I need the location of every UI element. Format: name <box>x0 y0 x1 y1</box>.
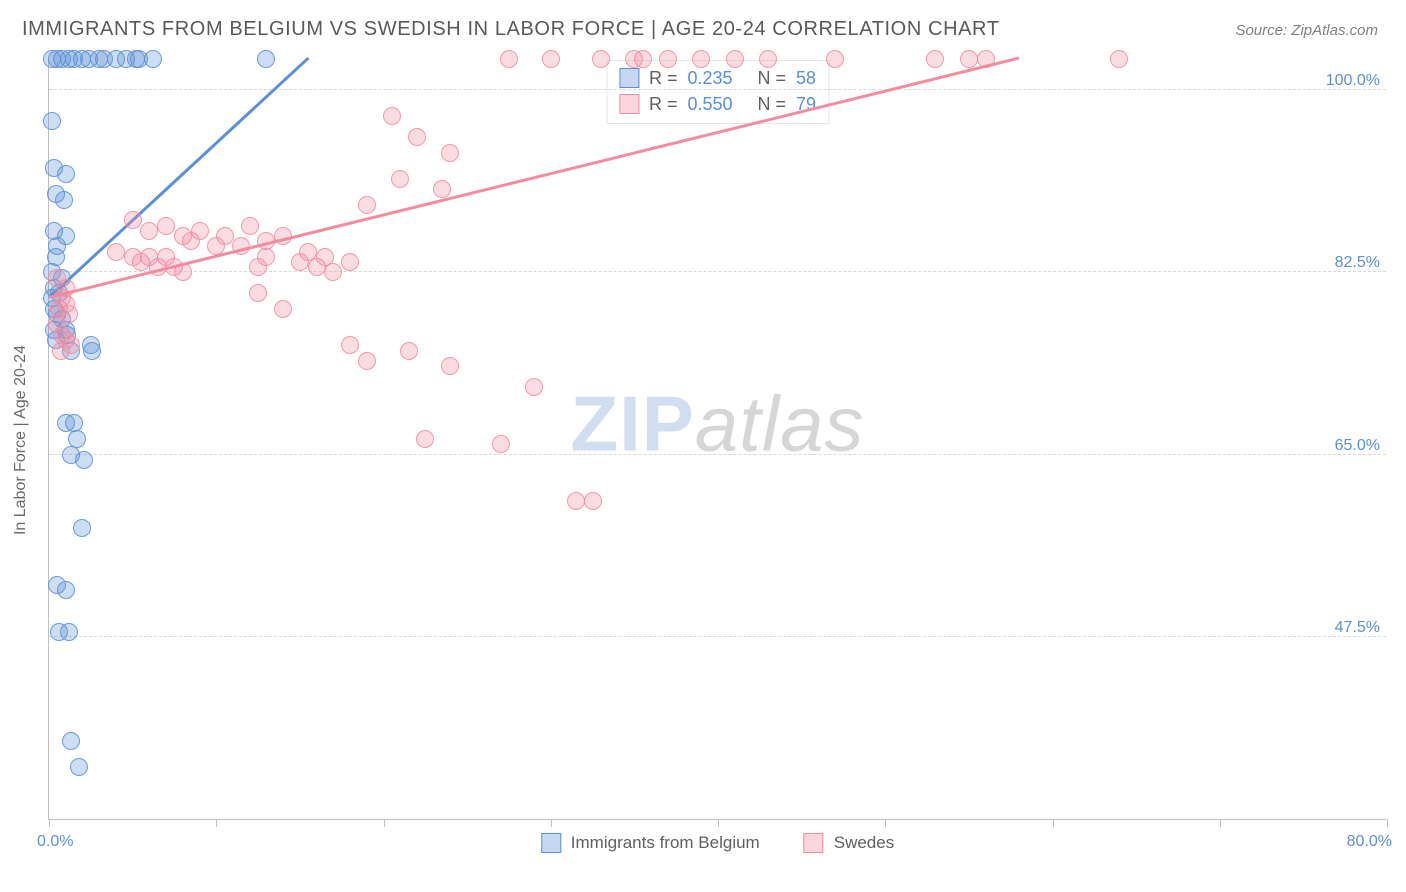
data-point-swedes <box>492 435 510 453</box>
x-tick <box>1220 819 1221 827</box>
data-point-swedes <box>257 248 275 266</box>
data-point-belgium <box>57 581 75 599</box>
stats-legend: R = 0.235 N = 58 R = 0.550 N = 79 <box>606 60 829 124</box>
data-point-belgium <box>60 623 78 641</box>
data-point-swedes <box>659 50 677 68</box>
data-point-swedes <box>441 144 459 162</box>
data-point-swedes <box>433 180 451 198</box>
y-tick-label: 47.5% <box>1325 619 1380 637</box>
data-point-swedes <box>441 357 459 375</box>
gridline <box>49 636 1386 637</box>
data-point-swedes <box>926 50 944 68</box>
data-point-swedes <box>634 50 652 68</box>
data-point-belgium <box>75 451 93 469</box>
data-point-swedes <box>174 263 192 281</box>
data-point-swedes <box>726 50 744 68</box>
stats-legend-row: R = 0.235 N = 58 <box>619 65 816 91</box>
y-axis-title: In Labor Force | Age 20-24 <box>12 344 30 534</box>
x-tick <box>1387 819 1388 827</box>
x-tick <box>49 819 50 827</box>
x-tick <box>1053 819 1054 827</box>
source-label: Source: ZipAtlas.com <box>1235 22 1378 39</box>
legend-label-swedes: Swedes <box>834 833 894 853</box>
chart-plot-area: In Labor Force | Age 20-24 ZIPatlas R = … <box>48 60 1386 820</box>
legend-swatch-swedes <box>804 833 824 853</box>
y-tick-label: 82.5% <box>1325 254 1380 272</box>
legend-label-belgium: Immigrants from Belgium <box>571 833 760 853</box>
data-point-swedes <box>107 243 125 261</box>
x-tick <box>551 819 552 827</box>
legend-swatch-belgium <box>541 833 561 853</box>
n-label: N = <box>758 91 787 117</box>
data-point-swedes <box>274 300 292 318</box>
gridline <box>49 454 1386 455</box>
data-point-belgium <box>73 519 91 537</box>
legend-item-belgium: Immigrants from Belgium <box>541 833 760 853</box>
data-point-belgium <box>83 342 101 360</box>
r-label: R = <box>649 65 678 91</box>
data-point-swedes <box>1110 50 1128 68</box>
n-value-belgium: 58 <box>796 65 816 91</box>
data-point-swedes <box>584 492 602 510</box>
data-point-swedes <box>525 378 543 396</box>
stats-swatch-belgium <box>619 68 639 88</box>
data-point-swedes <box>542 50 560 68</box>
data-point-swedes <box>232 237 250 255</box>
r-value-belgium: 0.235 <box>687 65 732 91</box>
y-tick-label: 65.0% <box>1325 437 1380 455</box>
data-point-swedes <box>358 352 376 370</box>
bottom-legend: Immigrants from Belgium Swedes <box>541 833 894 853</box>
data-point-swedes <box>977 50 995 68</box>
data-point-swedes <box>358 196 376 214</box>
watermark: ZIPatlas <box>570 379 864 470</box>
gridline <box>49 89 1386 90</box>
data-point-swedes <box>157 217 175 235</box>
trend-line-swedes <box>49 57 1020 299</box>
data-point-swedes <box>216 227 234 245</box>
r-value-swedes: 0.550 <box>687 91 732 117</box>
legend-item-swedes: Swedes <box>804 833 894 853</box>
data-point-swedes <box>341 253 359 271</box>
data-point-swedes <box>140 222 158 240</box>
data-point-swedes <box>400 342 418 360</box>
n-label: N = <box>758 65 787 91</box>
data-point-swedes <box>408 128 426 146</box>
data-point-belgium <box>62 732 80 750</box>
data-point-swedes <box>960 50 978 68</box>
data-point-swedes <box>692 50 710 68</box>
stats-swatch-swedes <box>619 94 639 114</box>
data-point-swedes <box>826 50 844 68</box>
data-point-belgium <box>144 50 162 68</box>
data-point-swedes <box>341 336 359 354</box>
data-point-swedes <box>500 50 518 68</box>
page-title: IMMIGRANTS FROM BELGIUM VS SWEDISH IN LA… <box>22 18 1000 41</box>
data-point-swedes <box>124 211 142 229</box>
data-point-belgium <box>55 191 73 209</box>
data-point-swedes <box>249 284 267 302</box>
data-point-belgium <box>257 50 275 68</box>
x-axis-min-label: 0.0% <box>37 833 73 851</box>
data-point-swedes <box>416 430 434 448</box>
r-label: R = <box>649 91 678 117</box>
data-point-swedes <box>241 217 259 235</box>
data-point-swedes <box>274 227 292 245</box>
x-tick <box>885 819 886 827</box>
data-point-belgium <box>43 112 61 130</box>
data-point-swedes <box>191 222 209 240</box>
data-point-swedes <box>592 50 610 68</box>
x-axis-max-label: 80.0% <box>1347 833 1392 851</box>
data-point-swedes <box>383 107 401 125</box>
x-tick <box>216 819 217 827</box>
data-point-belgium <box>57 165 75 183</box>
y-tick-label: 100.0% <box>1325 72 1380 90</box>
data-point-swedes <box>391 170 409 188</box>
data-point-belgium <box>70 758 88 776</box>
data-point-swedes <box>324 263 342 281</box>
x-tick <box>718 819 719 827</box>
x-tick <box>384 819 385 827</box>
data-point-swedes <box>62 336 80 354</box>
data-point-swedes <box>567 492 585 510</box>
data-point-swedes <box>759 50 777 68</box>
